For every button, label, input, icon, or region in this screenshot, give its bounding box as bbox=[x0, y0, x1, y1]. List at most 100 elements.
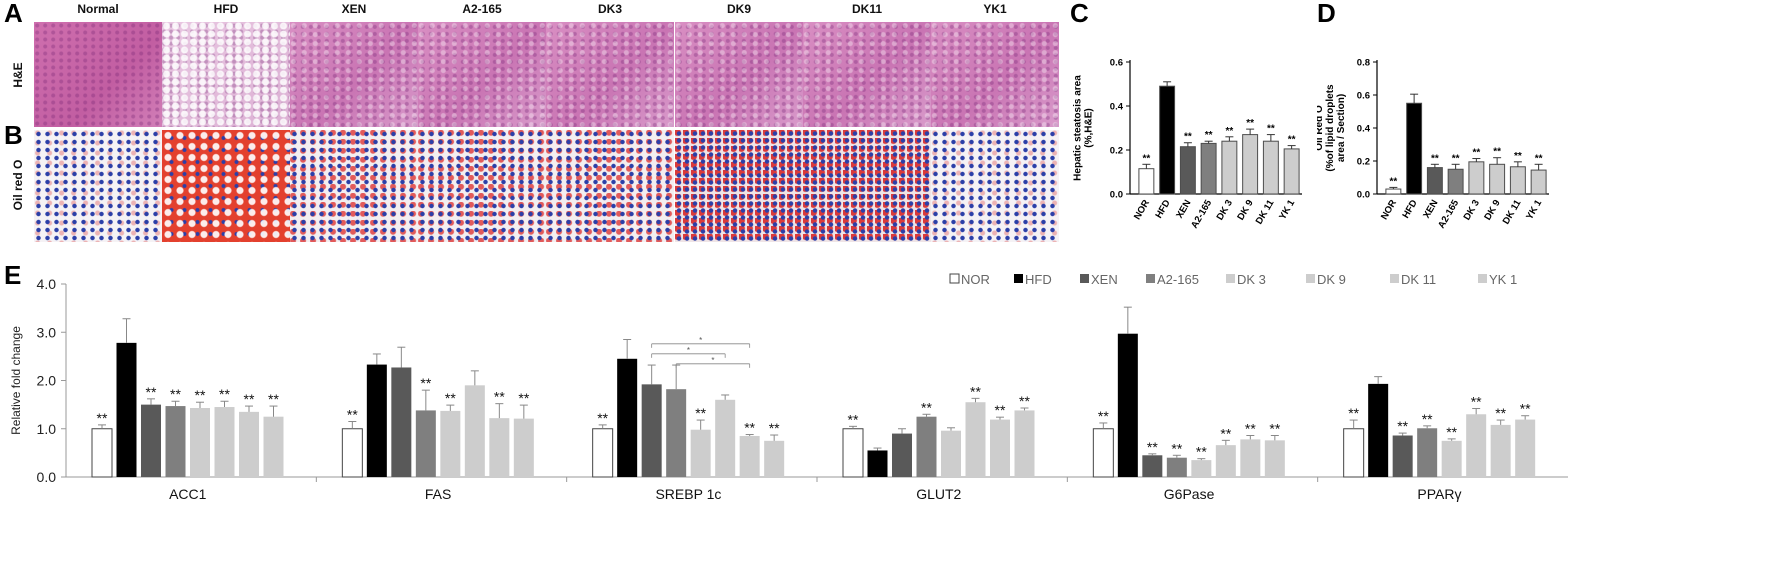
he-micrograph-hfd bbox=[162, 22, 290, 127]
bar-glut2-a2-165 bbox=[916, 416, 937, 477]
oil-red-o-micrograph-dk11 bbox=[803, 130, 931, 242]
significance-mark: ** bbox=[1225, 126, 1233, 137]
y-tick-label: 0.6 bbox=[1357, 91, 1370, 102]
significance-mark: ** bbox=[244, 391, 255, 407]
chart-c-hepatic-steatosis: 0.0 0.2 0.4 0.6 Hepatic steatosis area (%,H&E… bbox=[1073, 58, 1302, 230]
significance-mark: ** bbox=[195, 387, 206, 403]
significance-mark: ** bbox=[1269, 421, 1280, 437]
bar-ppar-dk-3 bbox=[1441, 440, 1462, 477]
x-tick-label-acc1: ACC1 bbox=[169, 486, 207, 502]
bar-hfd bbox=[1159, 85, 1176, 195]
bar-acc1-hfd bbox=[116, 342, 137, 477]
bar-acc1-dk-11 bbox=[239, 411, 259, 477]
bar-srebp-1c-dk-3 bbox=[690, 429, 711, 477]
he-micrograph-a2-165 bbox=[418, 22, 546, 127]
bar-yk-1 bbox=[1283, 148, 1300, 195]
significance-mark: ** bbox=[1019, 393, 1030, 409]
significance-mark: ** bbox=[146, 384, 157, 400]
bar-glut2-yk-1 bbox=[1014, 410, 1035, 477]
x-tick-label-dk-9: DK 9 bbox=[1235, 198, 1255, 222]
bar-yk-1 bbox=[1530, 169, 1547, 195]
significance-mark: ** bbox=[445, 390, 456, 406]
significance-mark: ** bbox=[1535, 153, 1543, 164]
column-label-xen: XEN bbox=[341, 2, 367, 16]
legend-label-a2-165: A2-165 bbox=[1157, 272, 1199, 287]
bar-glut2-dk-9 bbox=[965, 402, 986, 477]
x-tick-label-dk-3: DK 3 bbox=[1462, 198, 1482, 222]
x-tick-label-xen: XEN bbox=[1421, 198, 1440, 221]
y-tick-label: 3.0 bbox=[37, 324, 57, 340]
he-micrograph-yk1 bbox=[931, 22, 1059, 127]
significance-mark: ** bbox=[995, 402, 1006, 418]
column-label-dk3: DK3 bbox=[597, 2, 622, 16]
x-tick-label-dk-11: DK 11 bbox=[1501, 197, 1524, 226]
column-label-dk9: DK9 bbox=[726, 2, 751, 16]
bar-g6pase-nor bbox=[1092, 428, 1114, 478]
bar-dk-11 bbox=[1509, 166, 1526, 195]
column-label-yk1: YK1 bbox=[983, 2, 1007, 16]
bar-fas-dk-9 bbox=[464, 385, 485, 477]
bar-ppar-xen bbox=[1392, 435, 1413, 477]
oil-red-o-micrograph-hfd bbox=[162, 130, 290, 242]
y-tick-label: 0.0 bbox=[1357, 190, 1370, 201]
bar-fas-hfd bbox=[366, 364, 387, 477]
legend-swatch-dk-3 bbox=[1226, 274, 1235, 283]
oil-red-o-micrograph-xen bbox=[290, 130, 418, 242]
significance-mark: ** bbox=[97, 410, 108, 426]
x-tick-label-yk-1: YK 1 bbox=[1277, 197, 1297, 221]
bar-glut2-dk-3 bbox=[941, 430, 961, 477]
row-label-oil-red-o: Oil red O bbox=[11, 159, 25, 211]
significance-mark: ** bbox=[1493, 147, 1501, 158]
bar-srebp-1c-yk-1 bbox=[764, 440, 785, 477]
x-tick-label-dk-11: DK 11 bbox=[1254, 197, 1277, 226]
significance-mark: ** bbox=[1422, 411, 1433, 427]
significance-mark: ** bbox=[1452, 153, 1460, 164]
x-tick-label-nor: NOR bbox=[1379, 198, 1399, 222]
y-tick-label: 0.4 bbox=[1110, 102, 1124, 113]
y-axis-label: area / Section) bbox=[1336, 94, 1347, 162]
legend-label-nor: NOR bbox=[961, 272, 990, 287]
bar-fas-xen bbox=[391, 367, 412, 477]
y-axis-label: Oil Red O bbox=[1317, 105, 1325, 151]
legend-swatch-nor bbox=[949, 273, 960, 284]
x-tick-label-ppar: PPARγ bbox=[1417, 486, 1461, 502]
x-tick-label-g6pase: G6Pase bbox=[1164, 486, 1215, 502]
y-tick-label: 4.0 bbox=[37, 276, 57, 292]
x-tick-label-hfd: HFD bbox=[1400, 198, 1419, 221]
panel-letter-a: A bbox=[4, 0, 23, 28]
significance-mark: ** bbox=[347, 407, 358, 423]
significance-mark: ** bbox=[268, 391, 279, 407]
he-micrograph-dk11 bbox=[803, 22, 931, 127]
significance-mark: ** bbox=[695, 405, 706, 421]
bar-acc1-a2-165 bbox=[165, 406, 186, 477]
significance-mark: ** bbox=[1246, 118, 1254, 129]
comparison-bracket-label: * bbox=[699, 336, 702, 345]
bar-glut2-dk-11 bbox=[990, 419, 1010, 477]
x-tick-label-a2-165: A2-165 bbox=[1189, 197, 1214, 230]
y-axis-label: (%of lipid droplets bbox=[1325, 84, 1336, 172]
y-tick-label: 0.2 bbox=[1110, 146, 1123, 157]
comparison-bracket-label: * bbox=[687, 346, 690, 355]
legend-swatch-yk-1 bbox=[1478, 274, 1487, 283]
y-axis-label: Relative fold change bbox=[9, 326, 23, 435]
significance-mark: ** bbox=[1196, 444, 1207, 460]
oil-red-o-micrograph-dk3 bbox=[546, 130, 674, 242]
oil-red-o-micrograph-a2-165 bbox=[418, 130, 546, 242]
bar-dk-9 bbox=[1242, 134, 1259, 195]
bar-dk-3 bbox=[1221, 140, 1238, 195]
y-tick-label: 0.2 bbox=[1357, 157, 1370, 168]
y-axis-label: (%,H&E) bbox=[1084, 108, 1095, 147]
oil-red-o-micrograph-dk9 bbox=[675, 130, 803, 242]
bar-g6pase-xen bbox=[1142, 455, 1163, 477]
bar-g6pase-dk-3 bbox=[1191, 460, 1212, 477]
significance-mark: ** bbox=[1397, 418, 1408, 434]
bar-fas-nor bbox=[341, 428, 363, 478]
panel-letter-e: E bbox=[4, 260, 22, 290]
y-axis-label: Hepatic steatosis area bbox=[1073, 75, 1084, 181]
legend-label-xen: XEN bbox=[1091, 272, 1118, 287]
x-tick-label-dk-9: DK 9 bbox=[1482, 198, 1502, 222]
significance-mark: ** bbox=[1348, 405, 1359, 421]
bar-fas-dk-11 bbox=[489, 418, 510, 477]
bar-srebp-1c-xen bbox=[641, 384, 662, 477]
